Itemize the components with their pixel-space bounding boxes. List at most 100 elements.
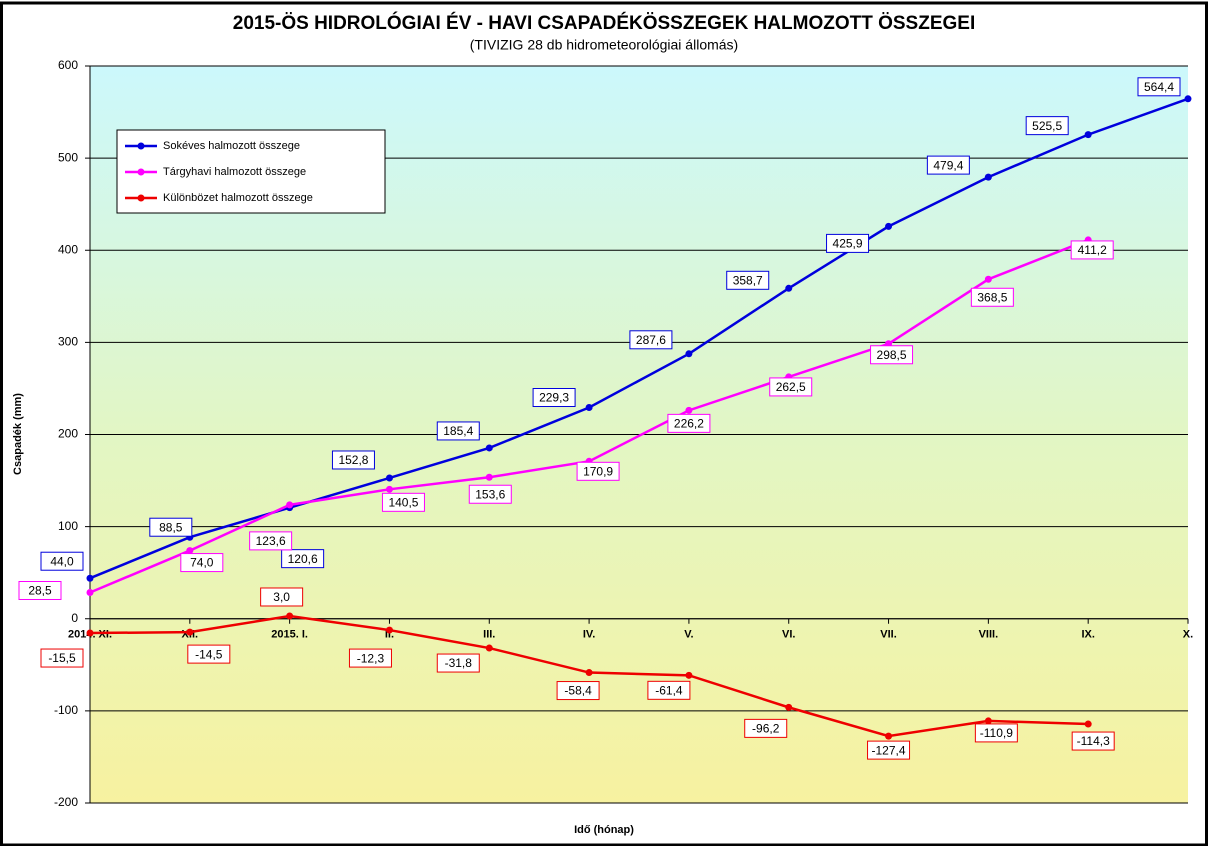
data-point xyxy=(186,547,194,555)
data-label-text: 88,5 xyxy=(159,520,183,534)
data-label-box xyxy=(1025,116,1069,136)
data-point xyxy=(885,732,893,740)
data-point xyxy=(385,626,393,634)
data-label-text: -31,8 xyxy=(445,656,473,670)
y-tick-label: 600 xyxy=(58,58,78,72)
data-label: 425,9 xyxy=(826,233,870,253)
x-tick-label: IX. xyxy=(1081,629,1094,641)
data-point xyxy=(485,644,493,652)
data-label-box xyxy=(468,484,512,504)
x-tick-label: V. xyxy=(684,629,693,641)
data-label-text: 358,7 xyxy=(733,273,763,287)
data-label: -15,5 xyxy=(40,648,84,668)
data-label: 44,0 xyxy=(40,551,84,571)
data-label: 123,6 xyxy=(249,531,293,551)
data-label-box xyxy=(281,549,325,569)
data-label-box xyxy=(867,740,911,760)
data-label-text: 123,6 xyxy=(256,534,286,548)
data-label-text: -15,5 xyxy=(48,651,76,665)
data-label: -12,3 xyxy=(348,648,392,668)
data-label: 120,6 xyxy=(281,549,325,569)
data-label: 88,5 xyxy=(149,517,193,537)
chart-title: 2015-ÖS HIDROLÓGIAI ÉV - HAVI CSAPADÉKÖS… xyxy=(233,12,976,34)
data-label-box xyxy=(870,345,914,365)
data-label-text: 411,2 xyxy=(1078,243,1107,257)
data-label-box xyxy=(647,680,691,700)
legend-marker xyxy=(137,168,145,176)
data-label-box xyxy=(532,388,576,408)
data-label-box xyxy=(556,681,600,701)
data-label: -14,5 xyxy=(187,644,231,664)
data-label-box xyxy=(667,413,711,433)
data-label-text: -14,5 xyxy=(195,647,223,661)
data-point xyxy=(1184,95,1192,103)
data-point xyxy=(485,473,493,481)
data-label: 3,0 xyxy=(260,587,304,607)
data-label-text: -58,4 xyxy=(564,684,592,698)
x-tick-label: 2015. I. xyxy=(271,629,308,641)
data-label: 262,5 xyxy=(769,377,813,397)
data-point xyxy=(585,404,593,412)
data-label-text: 120,6 xyxy=(288,552,318,566)
x-tick-label: VI. xyxy=(782,629,795,641)
data-label-text: 226,2 xyxy=(674,417,704,431)
data-point xyxy=(1084,720,1092,728)
data-label-text: -114,3 xyxy=(1077,734,1110,748)
data-label-text: 287,6 xyxy=(636,333,666,347)
data-point xyxy=(385,485,393,493)
data-label-text: -96,2 xyxy=(752,722,780,736)
data-label-box xyxy=(1070,240,1114,260)
x-tick-label: III. xyxy=(483,629,495,641)
data-label-text: 185,4 xyxy=(443,424,473,438)
data-label-text: 564,4 xyxy=(1144,80,1174,94)
data-point xyxy=(286,612,294,620)
y-tick-label: 200 xyxy=(58,427,78,441)
x-tick-label: X. xyxy=(1183,629,1193,641)
data-label: 411,2 xyxy=(1070,240,1114,260)
data-label: -31,8 xyxy=(436,653,480,673)
data-label-box xyxy=(187,644,231,664)
data-label-text: -61,4 xyxy=(655,683,683,697)
data-label-box xyxy=(436,653,480,673)
data-point xyxy=(984,717,992,725)
y-axis-title: Csapadék (mm) xyxy=(12,393,24,475)
data-point xyxy=(1084,131,1092,139)
legend-label: Különbözet halmozott összege xyxy=(163,192,313,204)
y-tick-label: 0 xyxy=(71,611,78,625)
data-label: 368,5 xyxy=(970,287,1014,307)
data-label-text: 479,4 xyxy=(933,158,963,172)
data-point xyxy=(685,406,693,414)
data-point xyxy=(86,588,94,596)
x-tick-label: IV. xyxy=(583,629,595,641)
data-label: 226,2 xyxy=(667,413,711,433)
data-label-box xyxy=(826,233,870,253)
data-label-text: 229,3 xyxy=(539,391,569,405)
data-label-box xyxy=(726,270,770,290)
data-label: 185,4 xyxy=(436,421,480,441)
data-point xyxy=(86,629,94,637)
data-point xyxy=(86,574,94,582)
data-label-box xyxy=(974,723,1018,743)
y-tick-label: 300 xyxy=(58,335,78,349)
data-label-box xyxy=(40,551,84,571)
data-label-text: 28,5 xyxy=(28,584,52,598)
legend: Sokéves halmozott összege Tárgyhavi halmo… xyxy=(116,129,386,214)
data-label-box xyxy=(769,377,813,397)
x-tick-label: VIII. xyxy=(979,629,999,641)
data-label: 479,4 xyxy=(926,155,970,175)
data-point xyxy=(885,222,893,230)
data-label-box xyxy=(180,553,224,573)
y-tick-label: 400 xyxy=(58,242,78,256)
data-label-text: 170,9 xyxy=(583,464,613,478)
data-label-box xyxy=(18,580,62,600)
data-label-text: 262,5 xyxy=(776,380,806,394)
data-label-box xyxy=(1137,77,1181,97)
data-label: 74,0 xyxy=(180,553,224,573)
y-tick-label: -200 xyxy=(54,795,78,809)
data-label-box xyxy=(260,587,304,607)
data-label-box xyxy=(249,531,293,551)
data-label: 287,6 xyxy=(629,330,673,350)
data-label-box xyxy=(926,155,970,175)
data-label-text: 3,0 xyxy=(273,590,290,604)
data-label: 525,5 xyxy=(1025,116,1069,136)
